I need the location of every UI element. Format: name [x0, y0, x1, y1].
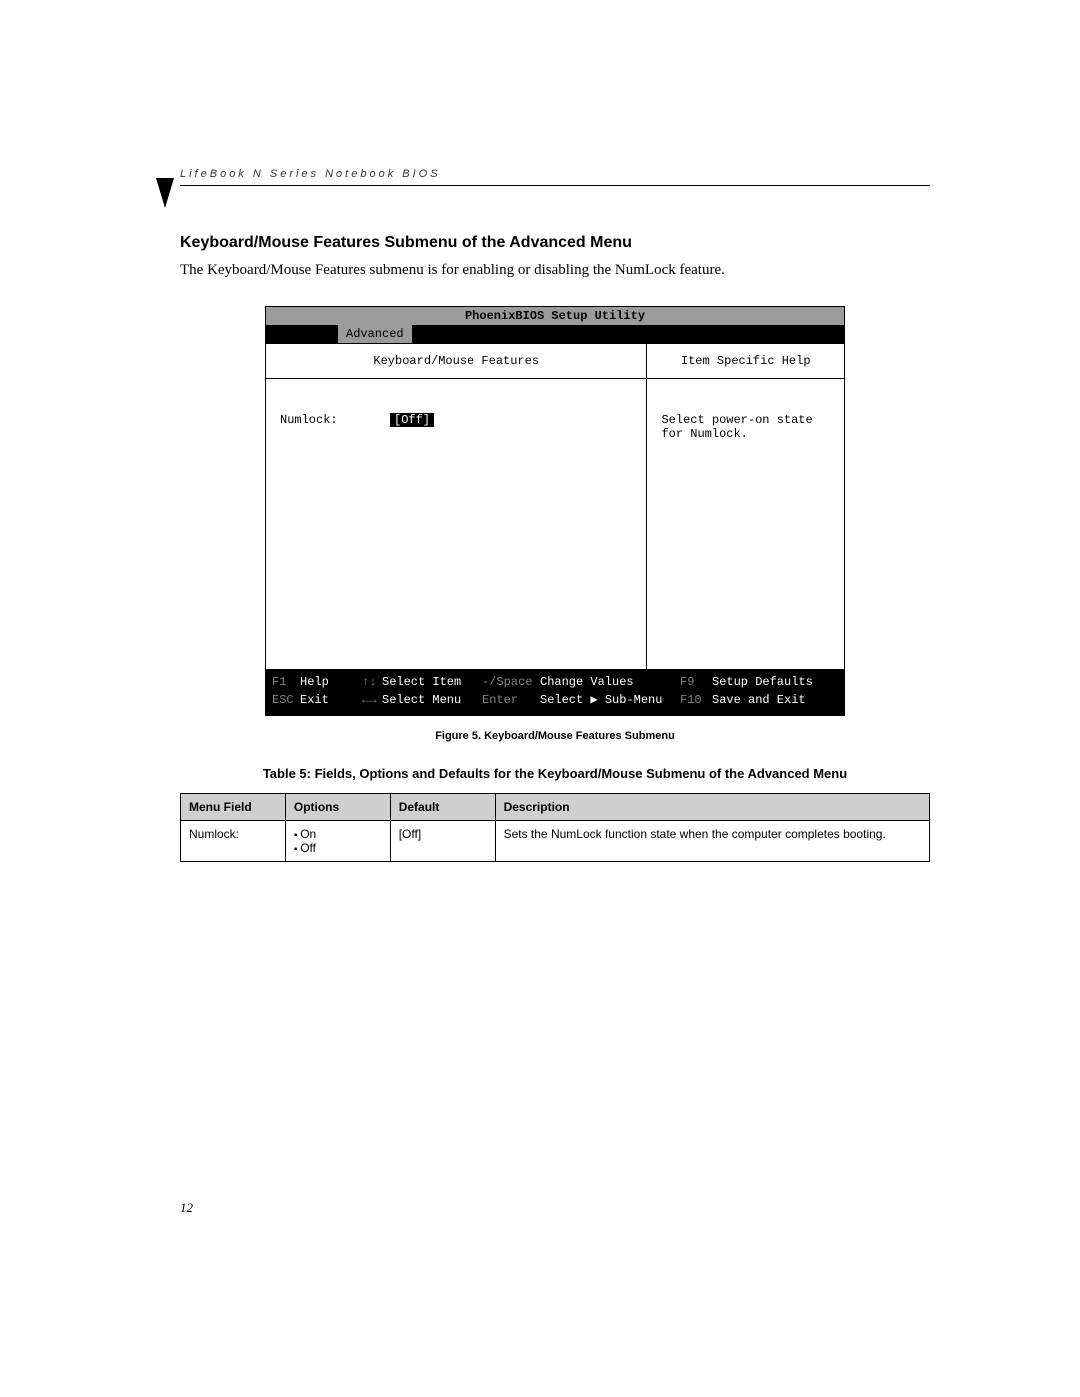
bios-key-label: Setup Defaults: [712, 673, 813, 691]
bios-help-line: Select power-on state: [661, 413, 830, 427]
bios-key-label: Select ▶ Sub-Menu: [540, 691, 680, 709]
section-body: The Keyboard/Mouse Features submenu is f…: [180, 260, 930, 280]
bios-field-label: Numlock:: [280, 413, 390, 427]
running-head-rule: LifeBook N Series Notebook BIOS: [180, 164, 930, 186]
bios-key-label: Select Item: [382, 673, 482, 691]
bios-left-pane-title: Keyboard/Mouse Features: [266, 344, 646, 379]
bios-help-line: for Numlock.: [661, 427, 830, 441]
section-tab-marker: [156, 178, 174, 208]
bios-key-label: Save and Exit: [712, 691, 806, 709]
bios-key-space[interactable]: -/Space: [482, 673, 540, 691]
bios-key-leftright[interactable]: ←→: [362, 691, 382, 709]
bios-key-f9[interactable]: F9: [680, 673, 712, 691]
table-row: Numlock: On Off [Off] Sets the NumLock f…: [181, 821, 930, 862]
cell-options: On Off: [285, 821, 390, 862]
th-default: Default: [390, 794, 495, 821]
section-title: Keyboard/Mouse Features Submenu of the A…: [180, 234, 930, 252]
th-menu-field: Menu Field: [181, 794, 286, 821]
bios-footer: F1 Help ↑↓ Select Item -/Space Change Va…: [266, 669, 844, 715]
bios-left-pane: Keyboard/Mouse Features Numlock: [Off]: [266, 344, 647, 669]
bios-key-updown[interactable]: ↑↓: [362, 673, 382, 691]
bios-key-enter[interactable]: Enter: [482, 691, 540, 709]
cell-description: Sets the NumLock function state when the…: [495, 821, 929, 862]
bios-titlebar: PhoenixBIOS Setup Utility: [266, 307, 844, 325]
th-description: Description: [495, 794, 929, 821]
bios-key-esc[interactable]: ESC: [272, 691, 300, 709]
bios-help-pane-title: Item Specific Help: [647, 344, 844, 379]
table-title: Table 5: Fields, Options and Defaults fo…: [180, 766, 930, 781]
bios-key-f10[interactable]: F10: [680, 691, 712, 709]
bios-screenshot: PhoenixBIOS Setup Utility Advanced Keybo…: [265, 306, 845, 716]
bios-key-label: Select Menu: [382, 691, 482, 709]
bios-help-pane: Item Specific Help Select power-on state…: [647, 344, 844, 669]
options-table: Menu Field Options Default Description N…: [180, 793, 930, 862]
bios-tab-row: Advanced: [266, 325, 844, 343]
figure-caption: Figure 5. Keyboard/Mouse Features Submen…: [180, 730, 930, 742]
cell-default: [Off]: [390, 821, 495, 862]
cell-field: Numlock:: [181, 821, 286, 862]
running-head: LifeBook N Series Notebook BIOS: [180, 168, 441, 180]
bios-key-label: Exit: [300, 691, 362, 709]
bios-key-f1[interactable]: F1: [272, 673, 300, 691]
bios-key-label: Change Values: [540, 673, 680, 691]
th-options: Options: [285, 794, 390, 821]
bios-field-numlock[interactable]: Numlock: [Off]: [280, 413, 632, 427]
page-number: 12: [180, 1200, 193, 1216]
table-header-row: Menu Field Options Default Description: [181, 794, 930, 821]
option-item: Off: [294, 841, 382, 855]
bios-tab-advanced[interactable]: Advanced: [338, 325, 412, 343]
option-item: On: [294, 827, 382, 841]
bios-key-label: Help: [300, 673, 362, 691]
bios-field-value[interactable]: [Off]: [390, 413, 434, 427]
